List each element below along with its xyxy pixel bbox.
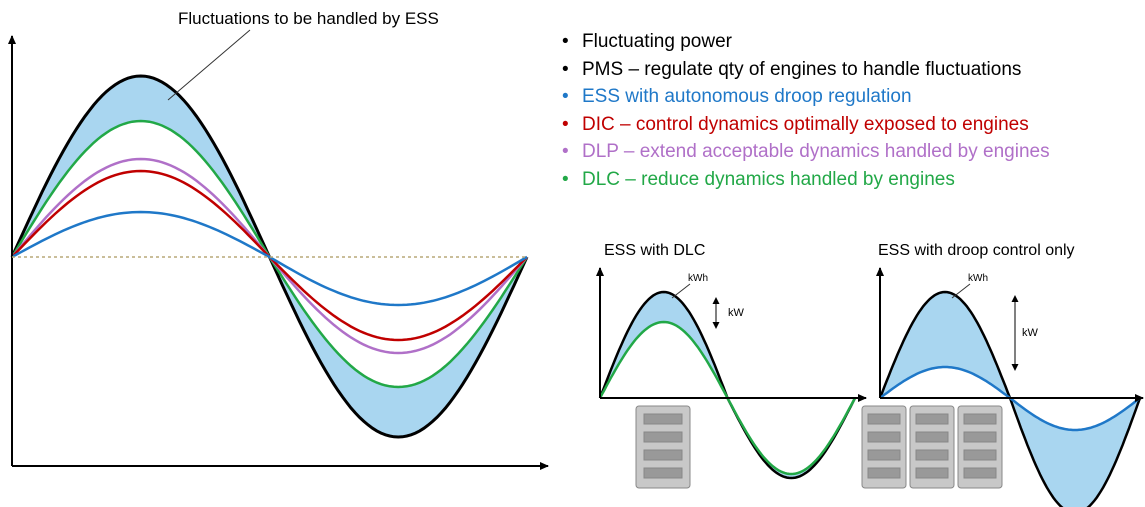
battery-icons	[635, 405, 1003, 489]
legend: Fluctuating powerPMS – regulate qty of e…	[560, 28, 1120, 193]
legend-item: DIC – control dynamics optimally exposed…	[560, 111, 1142, 139]
legend-item: DLC – reduce dynamics handled by engines	[560, 166, 1052, 194]
power-label: kW	[1022, 327, 1039, 339]
legend-item: DLP – extend acceptable dynamics handled…	[560, 138, 1052, 166]
curve	[11, 210, 528, 307]
leader	[951, 283, 971, 299]
ess-band	[880, 292, 1140, 507]
annotation-leader	[167, 29, 251, 101]
curve	[11, 169, 528, 342]
inset-title: ESS with droop control only	[878, 242, 1075, 259]
inset-title: ESS with DLC	[604, 242, 705, 259]
annotation: Fluctuations to be handled by ESS	[178, 9, 439, 28]
energy-label: kWh	[968, 273, 988, 284]
legend-item: ESS with autonomous droop regulation	[560, 83, 1142, 111]
energy-label: kWh	[688, 273, 708, 284]
leader	[671, 283, 691, 299]
power-label: kW	[728, 307, 745, 319]
legend-item: Fluctuating power	[560, 28, 1142, 56]
legend-item: PMS – regulate qty of engines to handle …	[560, 56, 1142, 84]
